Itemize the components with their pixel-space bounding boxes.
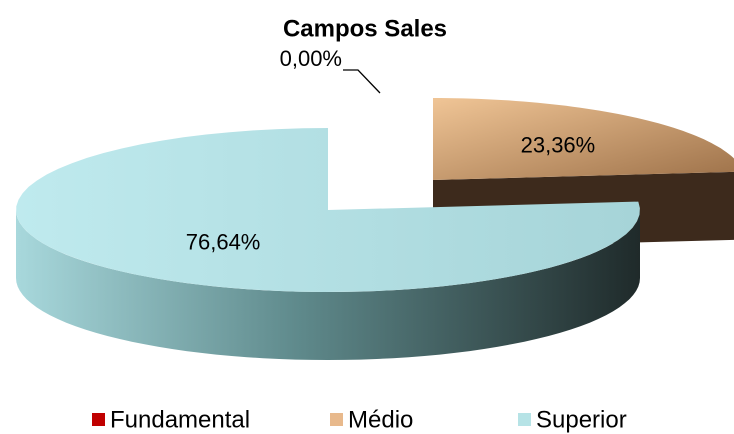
legend-label: Superior xyxy=(536,406,627,433)
slice xyxy=(433,98,734,180)
leader-line xyxy=(343,69,381,94)
data-label: 0,00% xyxy=(280,46,342,71)
data-label: 76,64% xyxy=(186,229,261,254)
slice-side xyxy=(16,210,640,360)
legend-swatch xyxy=(518,413,531,426)
legend-label: Médio xyxy=(348,406,413,433)
chart-title: Campos Sales xyxy=(283,15,447,42)
legend-swatch xyxy=(330,413,343,426)
data-label: 23,36% xyxy=(521,132,596,157)
legend-swatch xyxy=(92,413,105,426)
slice-wall xyxy=(16,210,640,360)
slice xyxy=(16,128,640,292)
legend-label: Fundamental xyxy=(110,406,250,433)
